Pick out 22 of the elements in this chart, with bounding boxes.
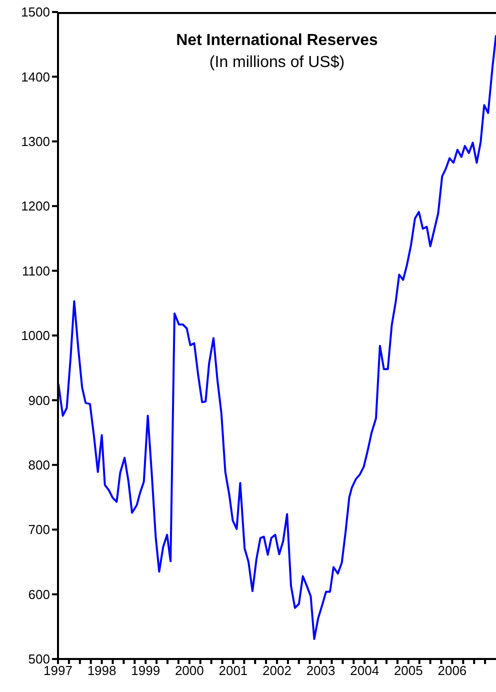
y-tick-label: 1000: [21, 328, 50, 344]
y-tick-label: 600: [28, 586, 50, 602]
x-tick-label: 2004: [350, 663, 380, 678]
y-tick-label: 700: [28, 522, 50, 538]
y-tick-label: 1500: [21, 4, 50, 20]
x-tick-label: 1998: [87, 663, 116, 678]
x-tick-label: 2001: [218, 663, 248, 678]
x-tick-label: 2000: [174, 663, 204, 678]
y-tick-label: 800: [28, 458, 50, 473]
x-tick-label: 2002: [262, 663, 292, 678]
y-tick-label: 900: [28, 392, 50, 408]
y-tick-label: 1400: [21, 69, 50, 84]
x-tick-label: 1999: [131, 663, 160, 678]
y-tick-label: 1200: [21, 198, 50, 214]
x-tick-label: 2003: [306, 663, 336, 678]
line-series: [58, 34, 496, 640]
y-tick-label: 1300: [21, 134, 50, 150]
x-tick-label: 2006: [438, 663, 467, 678]
text: (In millions of US$): [208, 53, 346, 73]
text: Net International Reserves: [175, 31, 379, 51]
x-tick-label: 2005: [394, 663, 423, 678]
y-tick-label: 1100: [22, 263, 50, 278]
